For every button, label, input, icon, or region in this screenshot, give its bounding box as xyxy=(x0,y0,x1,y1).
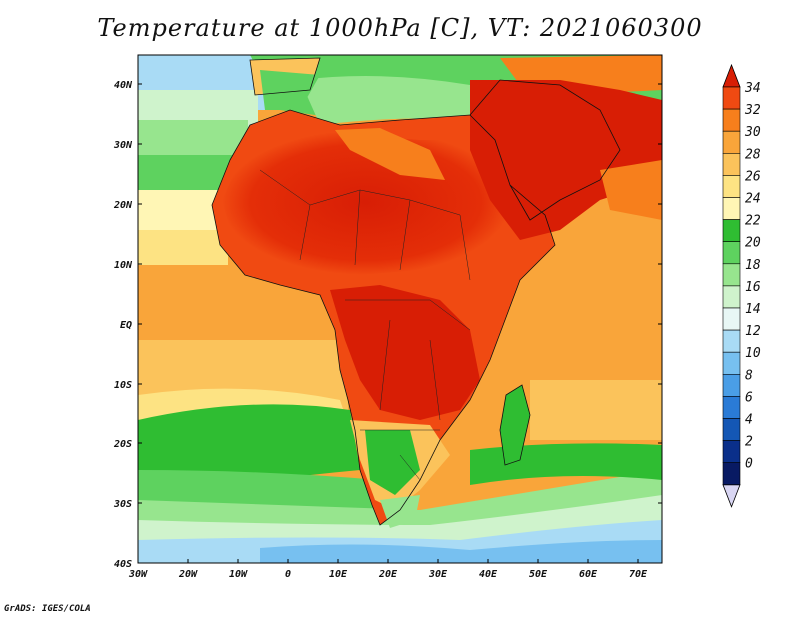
lat-label: 10N xyxy=(114,260,133,271)
lat-label: 40N xyxy=(114,80,133,91)
colorbar-label: 26 xyxy=(745,169,761,184)
lon-label: 20E xyxy=(378,569,398,580)
colorbar-top-arrow xyxy=(722,63,741,88)
libya-coast-warm xyxy=(335,128,445,180)
colorbar-segment xyxy=(722,130,741,154)
colorbar-label: 4 xyxy=(745,413,753,428)
lon-label: 0 xyxy=(285,569,291,580)
cape-cool xyxy=(380,495,420,528)
credit-text: GrADS: IGES/COLA xyxy=(4,604,91,614)
colorbar-segment xyxy=(722,418,741,441)
plot-frame xyxy=(137,54,663,564)
map-title: Temperature at 1000hPa [C], VT: 20210603… xyxy=(97,14,703,42)
colorbar-label: 20 xyxy=(745,236,761,251)
central-africa-hot xyxy=(330,285,480,420)
colorbar-label: 6 xyxy=(745,390,753,405)
lat-label: 30S xyxy=(113,499,132,510)
colorbar-label: 18 xyxy=(745,258,761,273)
colorbar-segment xyxy=(722,219,741,243)
colorbar-label: 12 xyxy=(745,324,761,339)
colorbar-label: 24 xyxy=(745,192,761,207)
colorbar-segment xyxy=(722,285,741,309)
lat-label: 20N xyxy=(113,200,133,211)
madagascar xyxy=(500,385,530,465)
colorbar-label: 10 xyxy=(745,346,761,361)
lat-label: 40S xyxy=(114,559,132,570)
arabia-iran-hot xyxy=(470,80,662,240)
colorbar-label: 14 xyxy=(745,302,761,317)
colorbar-label: 8 xyxy=(745,368,753,383)
colorbar-segment xyxy=(722,396,741,419)
lon-label: 10W xyxy=(229,569,248,580)
colorbar-bottom-arrow xyxy=(722,484,741,508)
colorbar-label: 30 xyxy=(744,125,761,140)
colorbar-segment xyxy=(722,175,741,198)
maghreb-green xyxy=(260,70,320,110)
arabian-sea-coast xyxy=(600,160,662,220)
lat-label: EQ xyxy=(120,320,132,331)
colorbar-segment xyxy=(722,263,741,287)
colorbar-segment xyxy=(722,197,741,220)
lat-label: 10S xyxy=(114,380,132,391)
colorbar-segment xyxy=(722,108,741,132)
southern-africa-green xyxy=(365,430,420,495)
colorbar-label: 22 xyxy=(745,214,761,229)
colorbar-label: 28 xyxy=(745,147,761,162)
lon-label: 30E xyxy=(428,569,448,580)
colorbar-segment xyxy=(722,440,741,464)
colorbar-label: 16 xyxy=(745,280,761,295)
colorbar-segment xyxy=(722,153,741,176)
map-field xyxy=(138,55,662,563)
atlantic-band-2 xyxy=(138,120,248,160)
colorbar-label: 34 xyxy=(744,81,761,96)
lon-label: 40E xyxy=(479,569,498,580)
colorbar-segment xyxy=(722,86,741,110)
colorbar-segment xyxy=(722,373,741,397)
longitude-labels: 30W 20W 10W 0 10E 20E 30E 40E 50E 60E 70… xyxy=(128,569,648,580)
atlantic-band-4 xyxy=(138,190,228,235)
lon-label: 60E xyxy=(579,569,598,580)
lat-label: 30N xyxy=(113,140,133,151)
mediterranean-sea xyxy=(300,76,480,125)
colorbar-segment xyxy=(722,462,741,486)
latitude-labels: 40N 30N 20N 10N EQ 10S 20S 30S 40S xyxy=(113,80,133,570)
lon-label: 70E xyxy=(629,569,648,580)
lon-label: 30W xyxy=(128,569,148,580)
lon-label: 50E xyxy=(529,569,548,580)
colorbar-segment xyxy=(722,241,741,265)
atlantic-band-5 xyxy=(138,230,228,270)
indian-ocean-mild xyxy=(530,380,662,440)
southern-band-4 xyxy=(260,540,662,563)
colorbar-segment xyxy=(722,351,741,375)
coastlines xyxy=(211,57,621,526)
colorbar-label: 2 xyxy=(745,435,753,450)
country-borders xyxy=(259,169,471,481)
lon-label: 20W xyxy=(178,569,198,580)
lon-label: 10E xyxy=(329,569,348,580)
colorbar-segment xyxy=(722,307,741,331)
lat-label: 20S xyxy=(113,439,132,450)
colorbar-label: 0 xyxy=(745,457,753,472)
colorbar-segment xyxy=(722,329,741,353)
colorbar-label: 32 xyxy=(744,103,761,118)
axis-ticks xyxy=(138,83,662,563)
